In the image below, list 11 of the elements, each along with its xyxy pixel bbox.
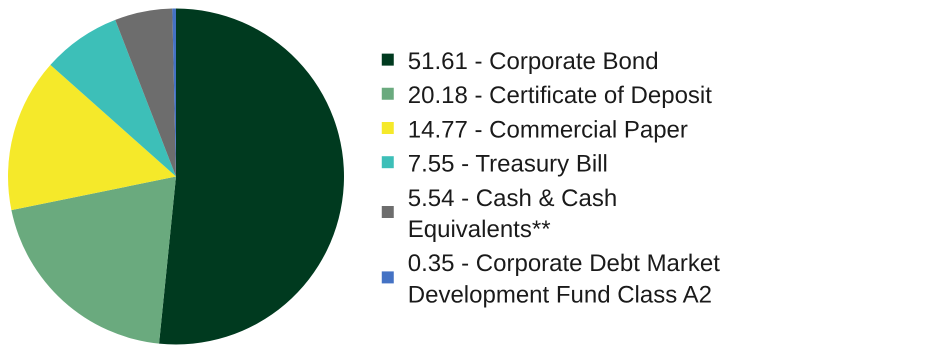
pie-slice	[8, 64, 176, 210]
legend-label: 0.35 - Corporate Debt Market Development Fund Class A2	[408, 250, 720, 308]
legend-label: 5.54 - Cash & Cash Equivalents**	[408, 184, 618, 243]
legend-label: 51.61 - Corporate Bond	[408, 48, 659, 75]
legend-label: 7.55 - Treasury Bill	[408, 150, 608, 178]
pie-slice	[11, 176, 176, 344]
pie-slice	[159, 8, 344, 344]
legend-label: 20.18 - Certificate of Deposit	[408, 82, 712, 110]
legend-label: 14.77 - Commercial Paper	[408, 116, 688, 144]
pie-slice	[50, 20, 176, 176]
pie-slice	[115, 8, 176, 176]
